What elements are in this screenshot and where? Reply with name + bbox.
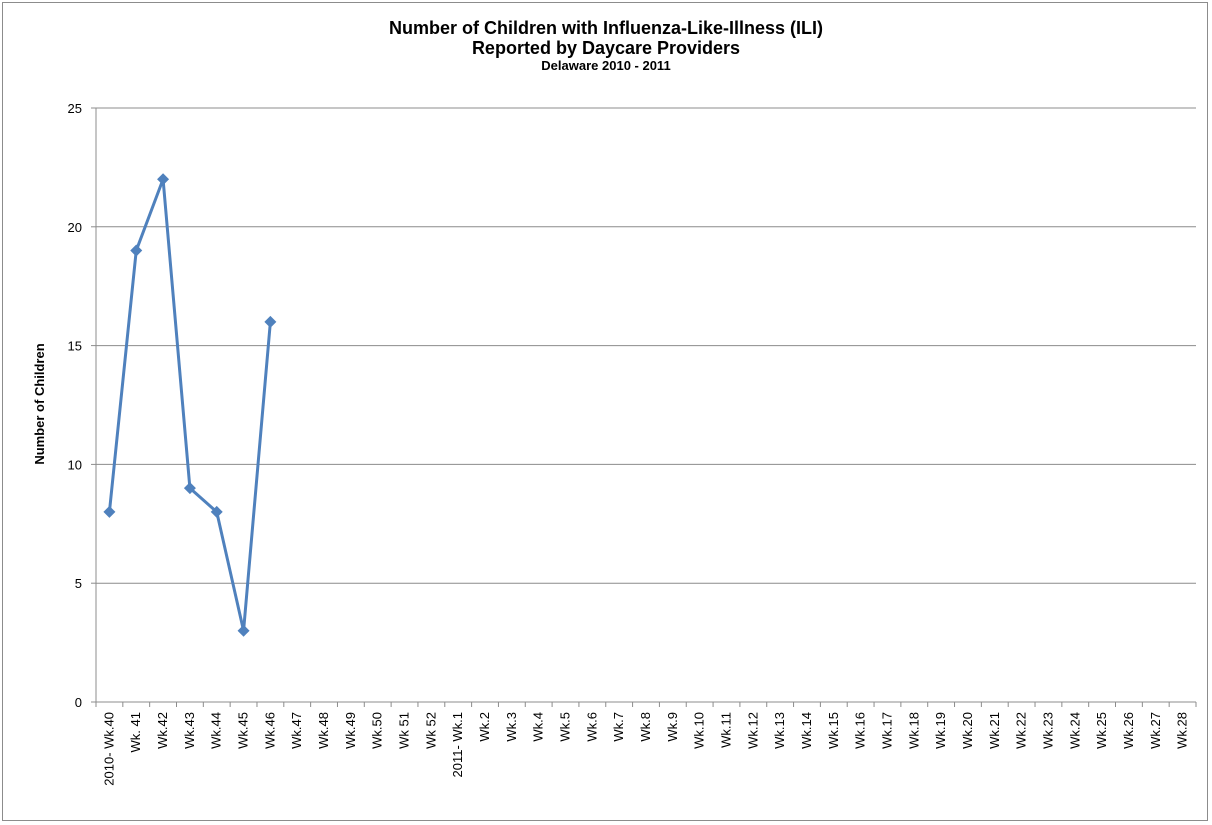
x-tick-label: Wk.25	[1094, 712, 1109, 749]
x-tick-label: Wk.46	[262, 712, 277, 749]
x-tick-label: Wk.17	[879, 712, 894, 749]
x-tick-label: Wk.45	[236, 712, 251, 749]
x-tick-label: Wk.26	[1121, 712, 1136, 749]
x-tick-label: Wk.2	[477, 712, 492, 742]
data-point-marker	[103, 505, 116, 518]
data-point-marker	[264, 315, 277, 328]
x-tick-label: Wk.43	[182, 712, 197, 749]
data-point-marker	[210, 505, 223, 518]
y-tick-label: 20	[68, 220, 82, 235]
y-axis-label: Number of Children	[32, 343, 47, 464]
x-tick-label: Wk.4	[531, 712, 546, 742]
x-tick-label: Wk.12	[745, 712, 760, 749]
x-tick-label: Wk.44	[209, 712, 224, 749]
series-layer	[103, 173, 277, 637]
x-tick-label: Wk.18	[906, 712, 921, 749]
data-point-marker	[157, 173, 170, 186]
chart-subtitle-location: Delaware 2010 - 2011	[541, 58, 671, 73]
data-point-marker	[183, 482, 196, 495]
x-tick-label: Wk.11	[718, 712, 733, 748]
y-tick-label: 25	[68, 101, 82, 116]
x-tick-label: Wk.16	[853, 712, 868, 749]
x-tick-label: Wk 51	[397, 712, 412, 749]
x-tick-label: Wk.10	[692, 712, 707, 749]
x-tick-label: Wk.42	[155, 712, 170, 749]
axes	[91, 107, 1197, 707]
chart-title: Number of Children with Influenza-Like-I…	[388, 18, 824, 38]
x-tick-label: Wk.48	[316, 712, 331, 749]
x-tick-label: Wk.24	[1067, 712, 1082, 749]
x-tick-label: Wk. 41	[128, 712, 143, 752]
x-tick-label: Wk 52	[423, 712, 438, 749]
gridlines	[96, 107, 1196, 584]
x-tick-label: 2011- Wk.1	[450, 712, 465, 778]
x-tick-label: Wk.21	[987, 712, 1002, 749]
x-tick-label: Wk.50	[370, 712, 385, 749]
x-tick-label: Wk.20	[960, 712, 975, 749]
x-tick-label: Wk.22	[1014, 712, 1029, 749]
data-point-marker	[130, 244, 143, 257]
series-line	[107, 177, 272, 633]
x-tick-label: Wk.7	[611, 712, 626, 742]
x-tick-label: Wk.23	[1040, 712, 1055, 749]
x-tick-label: Wk.6	[584, 712, 599, 742]
x-tick-label: Wk.47	[289, 712, 304, 749]
x-tick-labels: 2010- Wk.40 Wk. 41 Wk.42 Wk.43 Wk.44 Wk.45 Wk.…	[101, 712, 1189, 786]
y-tick-labels: 0 5 10 15 20 25	[68, 101, 82, 710]
x-tick-label: Wk.27	[1148, 712, 1163, 749]
chart-subtitle: Reported by Daycare Providers	[471, 38, 741, 58]
x-tick-label: Wk.8	[638, 712, 653, 742]
x-tick-label: Wk.3	[504, 712, 519, 742]
x-tick-label: Wk.9	[665, 712, 680, 742]
y-tick-label: 10	[68, 457, 82, 472]
x-tick-label: Wk.5	[558, 712, 573, 742]
x-tick-label: Wk.49	[343, 712, 358, 749]
x-tick-label: Wk.13	[772, 712, 787, 749]
chart-title-block: Number of Children with Influenza-Like-I…	[0, 18, 1212, 74]
x-tick-label: Wk.14	[799, 712, 814, 749]
y-tick-label: 0	[75, 695, 82, 710]
x-tick-label: Wk.19	[933, 712, 948, 749]
y-tick-label: 15	[68, 339, 82, 354]
data-point-marker	[237, 624, 250, 637]
y-tick-label: 5	[75, 576, 82, 591]
x-tick-label: Wk.15	[826, 712, 841, 749]
x-tick-label: 2010- Wk.40	[101, 712, 116, 786]
x-tick-label: Wk.28	[1175, 712, 1190, 749]
